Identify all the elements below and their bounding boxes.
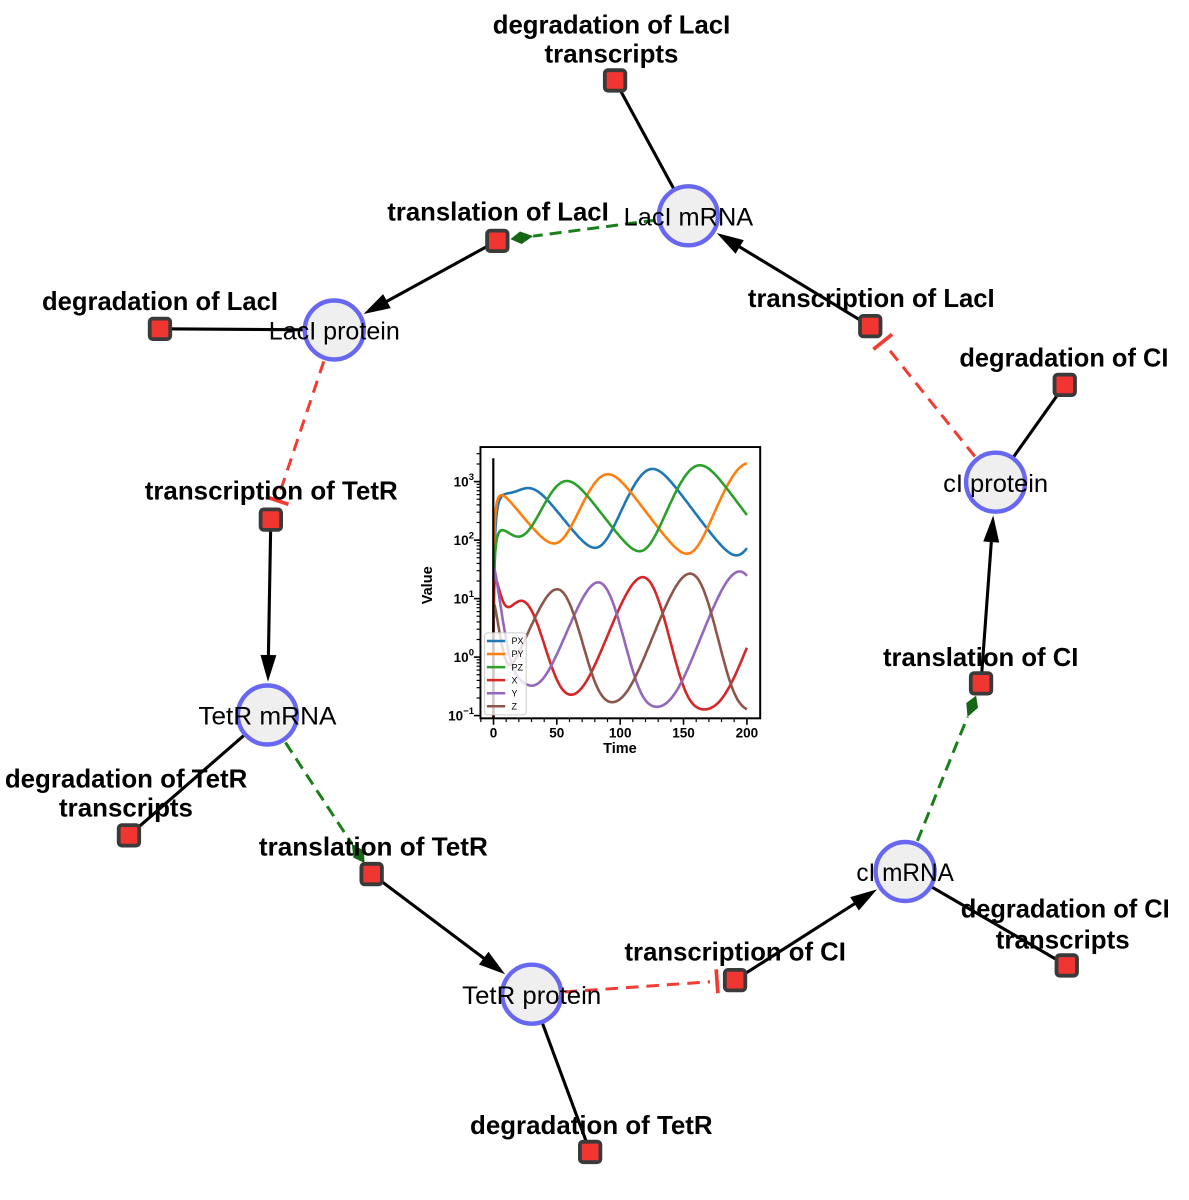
svg-text:100: 100 [609, 726, 632, 741]
svg-text:150: 150 [672, 726, 695, 741]
svg-text:translation of CI: translation of CI [883, 642, 1079, 672]
svg-text:LacI mRNA: LacI mRNA [624, 204, 754, 232]
svg-text:transcripts: transcripts [545, 39, 679, 69]
svg-text:degradation of CI: degradation of CI [959, 343, 1168, 373]
svg-text:PY: PY [512, 649, 524, 659]
svg-text:LacI protein: LacI protein [269, 318, 400, 346]
svg-text:PX: PX [512, 636, 524, 646]
svg-text:X: X [512, 675, 518, 685]
svg-text:degradation of TetR: degradation of TetR [5, 764, 248, 794]
svg-text:Value: Value [420, 566, 436, 604]
svg-text:transcription of LacI: transcription of LacI [748, 283, 995, 313]
svg-text:degradation of LacI: degradation of LacI [493, 10, 731, 40]
svg-text:translation of LacI: translation of LacI [387, 197, 609, 227]
svg-text:degradation of CI: degradation of CI [961, 894, 1170, 924]
svg-text:transcripts: transcripts [996, 924, 1130, 954]
svg-text:cI mRNA: cI mRNA [856, 859, 954, 887]
svg-text:transcripts: transcripts [59, 793, 193, 823]
svg-text:50: 50 [549, 726, 564, 741]
svg-text:cI protein: cI protein [943, 470, 1048, 498]
svg-text:0: 0 [490, 726, 498, 741]
svg-text:Z: Z [512, 702, 518, 712]
svg-text:200: 200 [736, 726, 759, 741]
svg-text:PZ: PZ [512, 662, 524, 672]
svg-text:degradation of TetR: degradation of TetR [470, 1110, 713, 1140]
svg-text:transcription of CI: transcription of CI [625, 937, 846, 967]
svg-text:translation of TetR: translation of TetR [259, 832, 488, 862]
svg-text:Time: Time [603, 741, 637, 757]
svg-text:TetR mRNA: TetR mRNA [198, 703, 336, 731]
svg-text:degradation of LacI: degradation of LacI [42, 286, 278, 316]
svg-text:TetR protein: TetR protein [462, 982, 601, 1010]
svg-text:transcription of TetR: transcription of TetR [145, 476, 398, 506]
svg-text:Y: Y [512, 688, 518, 698]
